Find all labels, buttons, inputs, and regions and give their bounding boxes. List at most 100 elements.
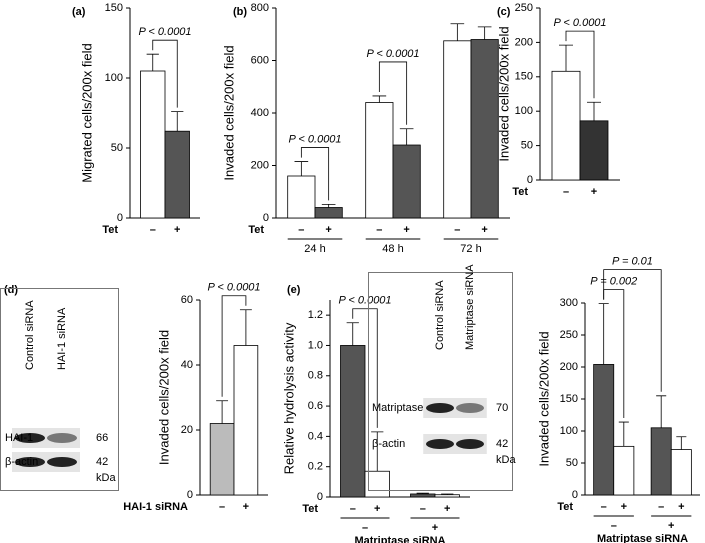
tet-sign: – xyxy=(420,503,426,515)
band-name: HAI-1 xyxy=(5,432,33,444)
y-tick-label: 1.2 xyxy=(308,309,323,321)
bar xyxy=(314,207,343,219)
group-axis-label: Matriptase siRNA xyxy=(354,535,445,543)
panel-label: (a) xyxy=(72,6,86,18)
error-bar xyxy=(477,26,492,40)
y-tick-label: 60 xyxy=(181,294,193,306)
bar xyxy=(364,470,390,498)
panel-label: (b) xyxy=(233,6,247,18)
y-tick-label: 150 xyxy=(560,393,578,405)
y-tick-label: 400 xyxy=(251,107,269,119)
significance-bracket xyxy=(300,147,330,201)
bar xyxy=(233,345,259,496)
bar xyxy=(340,345,366,498)
bar xyxy=(410,493,436,498)
panel-label: (e) xyxy=(287,284,301,296)
significance-bracket xyxy=(152,39,178,108)
p-value: P = 0.002 xyxy=(590,276,637,288)
group-label: 72 h xyxy=(460,243,481,255)
error-bar xyxy=(598,303,609,365)
blot-frame xyxy=(0,288,119,491)
y-tick-label: 0 xyxy=(572,489,578,501)
tet-sign: + xyxy=(374,503,380,515)
lane-label: Control siRNA xyxy=(24,300,36,370)
x-row-label: Tet xyxy=(102,224,118,236)
y-tick-label: 150 xyxy=(515,71,533,83)
blot-band xyxy=(47,433,77,443)
significance-bracket xyxy=(565,30,595,99)
kda-unit: kDa xyxy=(96,472,116,484)
group-label: 24 h xyxy=(304,243,325,255)
tet-sign: + xyxy=(678,501,684,513)
x-row-label: Tet xyxy=(302,503,318,515)
y-tick-label: 150 xyxy=(105,2,123,14)
bar xyxy=(613,445,635,496)
band-name: β-actin xyxy=(372,438,405,450)
y-tick-label: 100 xyxy=(515,105,533,117)
error-bar xyxy=(399,128,414,146)
error-bar xyxy=(656,395,667,428)
y-tick-label: 50 xyxy=(111,142,123,154)
bar xyxy=(164,130,190,219)
group-axis-label: Matriptase siRNA xyxy=(597,533,688,543)
y-tick-label: 1.0 xyxy=(308,339,323,351)
y-tick-label: 100 xyxy=(105,72,123,84)
blot-strip xyxy=(423,434,487,454)
error-bar xyxy=(371,431,384,472)
bar xyxy=(650,427,672,496)
p-value: P < 0.0001 xyxy=(207,282,260,294)
blot-strip xyxy=(12,452,80,472)
x-row-label: HAI-1 siRNA xyxy=(123,501,188,513)
y-tick-label: 0.8 xyxy=(308,370,323,382)
tet-sign: – xyxy=(658,501,664,513)
band-kda: 42 xyxy=(96,456,108,468)
y-tick-label: 200 xyxy=(515,36,533,48)
y-tick-label: 100 xyxy=(560,425,578,437)
tet-sign: + xyxy=(481,224,487,236)
blot-frame xyxy=(368,272,513,491)
error-bar xyxy=(346,322,359,346)
y-tick-label: 0 xyxy=(317,491,323,503)
bar xyxy=(579,120,609,181)
y-tick-label: 50 xyxy=(521,140,533,152)
bar xyxy=(209,423,235,496)
group-label: + xyxy=(432,522,438,534)
blot-strip xyxy=(423,398,487,418)
p-value: P < 0.0001 xyxy=(553,17,606,29)
tet-sign: + xyxy=(621,501,627,513)
panel-label: (d) xyxy=(4,284,18,296)
tet-sign: + xyxy=(403,224,409,236)
y-tick-label: 0 xyxy=(527,174,533,186)
group-label: – xyxy=(611,520,617,532)
y-tick-label: 200 xyxy=(251,159,269,171)
tet-sign: + xyxy=(444,503,450,515)
bar xyxy=(670,449,692,496)
lane-label: Control siRNA xyxy=(434,280,446,350)
y-tick-label: 0.4 xyxy=(308,430,323,442)
y-tick-label: 50 xyxy=(566,457,578,469)
band-name: Matriptase xyxy=(372,402,423,414)
x-row-label: Tet xyxy=(512,186,528,198)
y-tick-label: 0.2 xyxy=(308,461,323,473)
tet-sign: + xyxy=(243,501,249,513)
p-value: P < 0.0001 xyxy=(366,48,419,60)
blot-band xyxy=(456,439,484,449)
significance-bracket xyxy=(221,295,247,397)
error-bar xyxy=(239,309,252,346)
y-axis-label: Invaded cells/200x field xyxy=(221,45,236,180)
bar xyxy=(434,494,460,498)
bar xyxy=(551,70,581,181)
tet-sign: – xyxy=(376,224,382,236)
lane-label: HAI-1 siRNA xyxy=(56,307,68,370)
band-kda: 70 xyxy=(496,402,508,414)
kda-unit: kDa xyxy=(496,454,516,466)
blot-band xyxy=(47,457,77,467)
y-axis-label: Invaded cells/200x field xyxy=(536,331,551,466)
y-tick-label: 800 xyxy=(251,2,269,14)
lane-label: Matriptase siRNA xyxy=(464,264,476,350)
error-bar xyxy=(559,44,573,72)
bar xyxy=(365,102,394,219)
tet-sign: – xyxy=(454,224,460,236)
bar xyxy=(593,364,615,496)
